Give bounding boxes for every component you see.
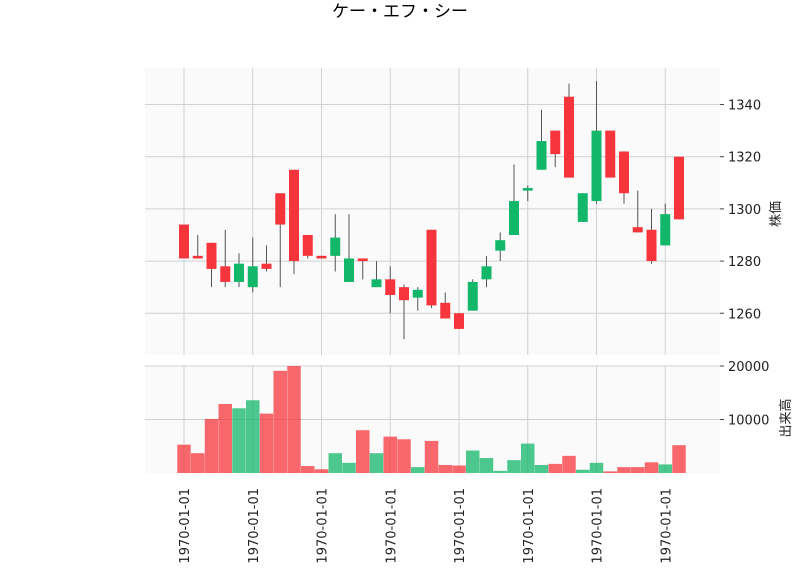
volume-bar <box>534 464 549 473</box>
candle-body <box>605 130 616 178</box>
volume-bar <box>383 436 397 473</box>
volume-bar <box>507 460 521 473</box>
candle-body <box>275 193 286 225</box>
volume-bar <box>177 444 191 473</box>
volume-bar <box>314 469 329 473</box>
volume-bar <box>658 464 672 473</box>
tick-labels: 1970-01-01 1970-01-01 1970-01-01 1970-01-01… <box>178 99 769 564</box>
volume-bar <box>342 462 356 473</box>
candle-body <box>192 255 203 259</box>
volume-axis-label: 出来高 <box>778 398 794 437</box>
x-tick-label: 1970-01-01 <box>453 488 468 564</box>
volume-bar <box>438 464 452 473</box>
price-tick-label: 1320 <box>728 151 761 166</box>
x-tick-label: 1970-01-01 <box>522 488 537 564</box>
candle-body <box>261 263 272 269</box>
candle-body <box>357 258 368 262</box>
x-tick-label: 1970-01-01 <box>247 488 262 564</box>
candle-body <box>632 227 643 233</box>
volume-bar <box>232 408 246 473</box>
volume-bar <box>356 430 370 473</box>
candle-body <box>440 302 451 319</box>
price-axis-label: 株価 <box>769 201 784 227</box>
candle-body <box>550 130 561 155</box>
candle-body <box>467 281 478 311</box>
candle-body <box>220 266 231 282</box>
candle-body <box>495 240 506 251</box>
volume-bar <box>548 463 562 473</box>
chart-title: ケー・エフ・シー <box>332 2 468 22</box>
candle-body <box>412 289 423 298</box>
candle-body <box>385 279 396 295</box>
volume-bar <box>452 465 466 473</box>
x-tick-label: 1970-01-01 <box>178 488 193 564</box>
candle-body <box>536 141 547 170</box>
volume-bar <box>397 439 411 473</box>
price-tick-label: 1260 <box>728 307 761 322</box>
x-tick-label: 1970-01-01 <box>384 488 399 564</box>
candle-body <box>316 255 327 259</box>
candle-body <box>206 242 217 269</box>
price-tick-label: 1340 <box>728 99 761 114</box>
volume-bar <box>301 466 315 473</box>
candle-body <box>289 169 299 262</box>
candle-body <box>481 266 492 280</box>
candle-body <box>302 234 313 256</box>
volume-bar <box>191 453 205 473</box>
volume-bar <box>328 453 342 473</box>
volume-bar <box>246 400 260 473</box>
price-panel-background <box>145 68 720 355</box>
candle-body <box>234 263 244 282</box>
candle-body <box>591 130 602 202</box>
volume-bar <box>259 413 274 473</box>
volume-bar <box>287 366 301 473</box>
candle-body <box>660 214 671 246</box>
volume-bar <box>644 462 659 473</box>
candle-body <box>577 193 588 222</box>
candle-body <box>426 229 437 306</box>
volume-bar <box>617 467 631 473</box>
candle-body <box>646 229 657 262</box>
volume-bar <box>466 450 480 473</box>
x-tick-label: 1970-01-01 <box>591 488 606 564</box>
volume-bar <box>589 462 604 473</box>
x-tick-label: 1970-01-01 <box>316 488 331 564</box>
volume-bar <box>493 470 507 473</box>
candle-body <box>454 313 464 329</box>
candle-body <box>179 224 189 259</box>
volume-bar <box>204 418 219 473</box>
volume-tick-label: 20000 <box>728 360 769 375</box>
candle-body <box>371 279 382 288</box>
volume-bar <box>424 440 439 473</box>
x-tick-label: 1970-01-01 <box>659 488 674 564</box>
candle-body <box>330 237 341 256</box>
candle-body <box>344 258 354 282</box>
volume-bars <box>177 366 686 473</box>
candle-body <box>522 188 533 191</box>
candle-body <box>564 96 574 178</box>
price-tick-label: 1280 <box>728 255 761 270</box>
volume-bar <box>521 443 535 473</box>
volume-bar <box>273 370 287 473</box>
candle-body <box>247 266 258 288</box>
candles <box>179 81 684 340</box>
volume-bar <box>672 445 686 473</box>
volume-bar <box>369 453 384 473</box>
volume-bar <box>411 467 425 473</box>
volume-bar <box>562 455 576 473</box>
volume-bar <box>603 471 617 473</box>
candle-body <box>509 201 519 235</box>
volume-bar <box>218 403 232 473</box>
volume-tick-label: 10000 <box>728 414 769 429</box>
price-tick-label: 1300 <box>728 203 761 218</box>
candle-body <box>399 287 409 301</box>
volume-bar <box>631 467 645 473</box>
candle-body <box>619 151 629 194</box>
candle-body <box>674 156 684 220</box>
volume-bar <box>576 469 590 473</box>
volume-bar <box>479 458 494 473</box>
